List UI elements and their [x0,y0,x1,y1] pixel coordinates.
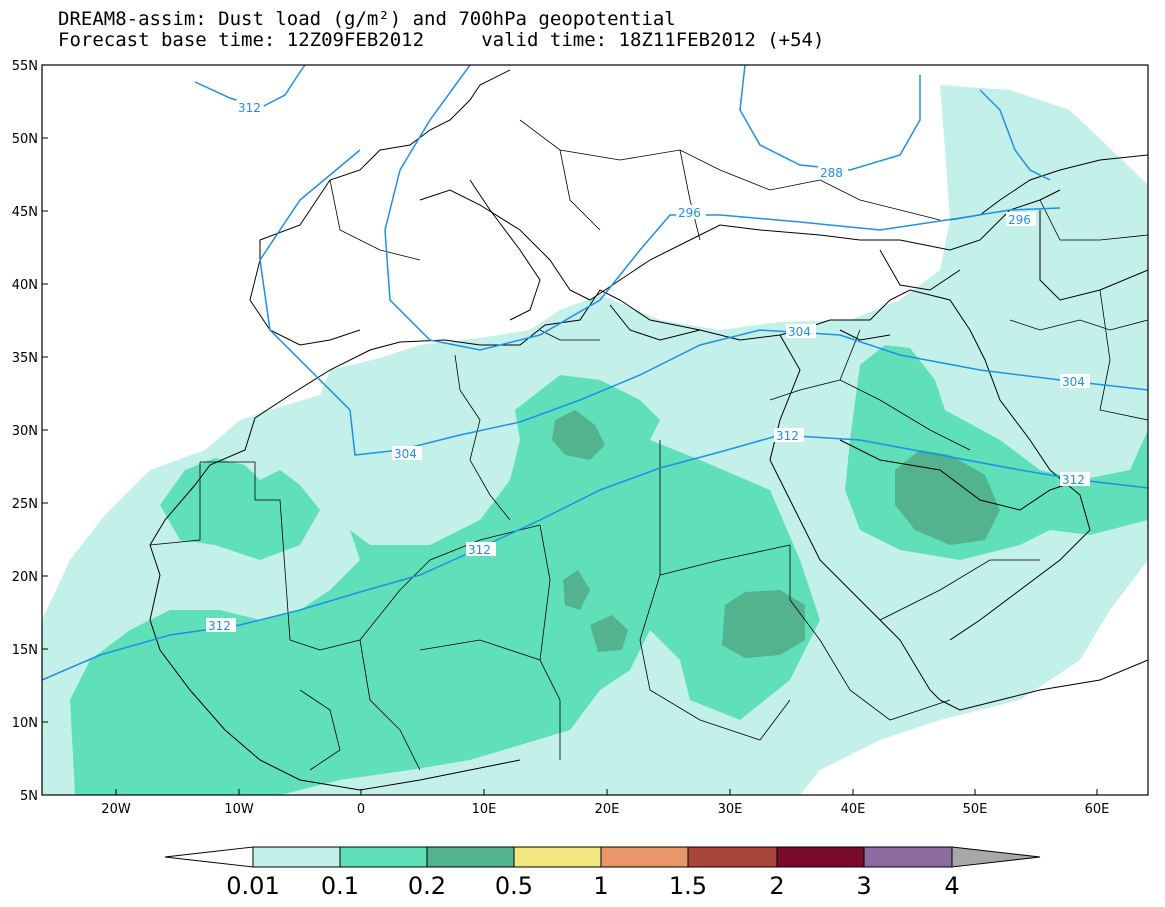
contour-label: 312 [238,101,261,115]
map-title: DREAM8-assim: Dust load (g/m²) and 700hP… [58,8,676,30]
dust-area-0.2-niger [590,615,628,652]
lon-label: 40E [841,802,866,817]
contour-label: 312 [776,429,799,443]
contour-label: 296 [1008,213,1031,227]
dust-area-0.2-arabia [895,450,1000,545]
colorbar-swatch [863,846,953,868]
latitude-axis: 55N 50N 45N 40N 35N 30N 25N 20N 15N 10N … [12,59,48,804]
colorbar-swatch [426,846,515,868]
longitude-axis: 20W 10W 0 10E 20E 30E 40E 50E 60E [101,789,1109,817]
colorbar-swatch [513,846,602,868]
lon-label: 20W [101,802,131,817]
lat-label: 10N [12,716,38,731]
contour-label: 296 [678,206,701,220]
contour-labels: 312 288 296 296 304 304 304 312 312 312 … [206,100,1090,633]
dust-area-0.2-libya [552,410,605,460]
colorbar-label: 4 [944,872,959,900]
lat-label: 50N [12,132,38,147]
contour-label: 312 [468,543,491,557]
lat-label: 30N [12,424,38,439]
lat-label: 20N [12,570,38,585]
lon-label: 10W [224,802,254,817]
lat-label: 45N [12,205,38,220]
lon-label: 50E [963,802,988,817]
colorbar-label: 1 [593,872,608,900]
colorbar-swatch [600,846,689,868]
lon-label: 20E [595,802,620,817]
colorbar-swatch [776,846,865,868]
colorbar-label: 0.01 [226,872,279,900]
dust-area-0.1 [70,375,820,795]
colorbar-label: 1.5 [669,872,707,900]
lon-label: 60E [1085,802,1110,817]
dust-area-0.2-chad [722,590,805,658]
lat-label: 40N [12,278,38,293]
contour-label: 304 [788,325,811,339]
lon-label: 10E [472,802,497,817]
lon-label: 0 [357,802,365,817]
colorbar-label: 0.1 [321,872,359,900]
colorbar-swatch [339,846,428,868]
country-borders [149,119,1148,771]
colorbar-label: 2 [769,872,784,900]
lat-label: 25N [12,497,38,512]
dust-area-0.2-algeria [563,570,590,610]
colorbar-low-arrow [164,846,254,868]
forecast-time-line: Forecast base time: 12Z09FEB2012 valid t… [58,29,825,51]
contour-label: 304 [1062,375,1085,389]
lat-label: 5N [20,789,38,804]
contour-label: 312 [1062,473,1085,487]
contour-label: 312 [208,619,231,633]
colorbar-label: 0.5 [495,872,533,900]
contour-label: 288 [820,166,843,180]
contour-label: 304 [394,447,417,461]
colorbar-swatch [252,846,341,868]
lon-label: 30E [718,802,743,817]
lat-label: 15N [12,643,38,658]
lat-label: 35N [12,351,38,366]
colorbar-swatch [687,846,778,868]
colorbar: 0.01 0.1 0.2 0.5 1 1.5 2 3 4 [164,846,1041,900]
coastlines [149,69,1148,791]
colorbar-label: 3 [856,872,871,900]
lat-label: 55N [12,59,38,74]
colorbar-high-arrow [951,846,1041,868]
colorbar-label: 0.2 [408,872,446,900]
